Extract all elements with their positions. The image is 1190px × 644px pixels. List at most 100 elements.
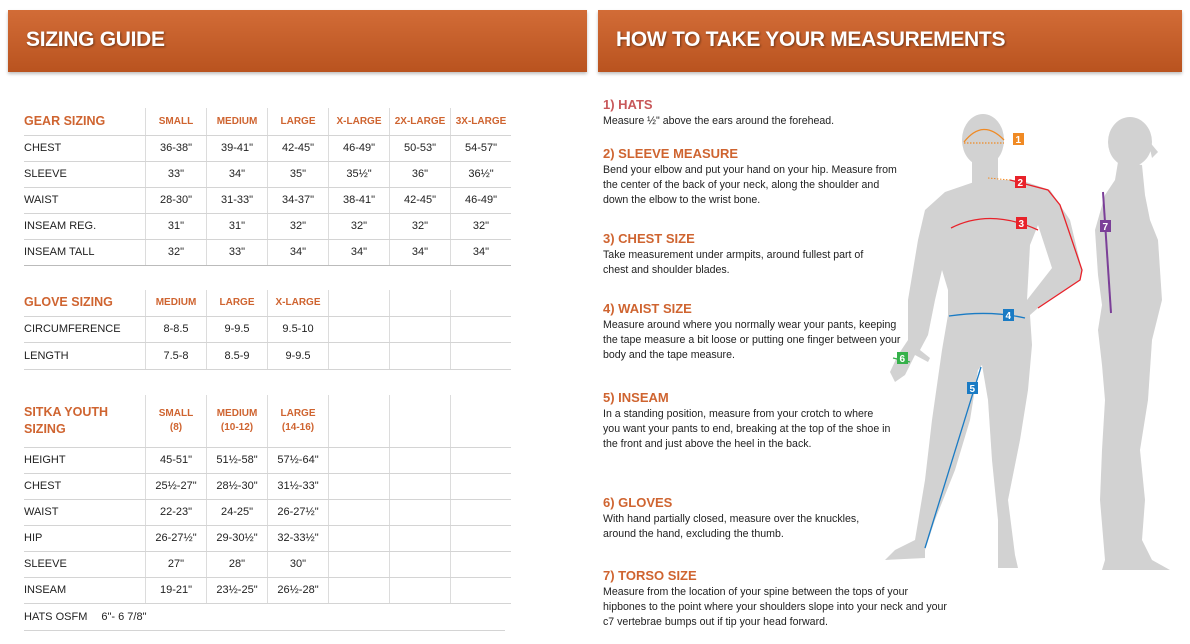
size-header	[328, 395, 390, 448]
svg-text:1: 1	[1016, 135, 1022, 146]
table-cell: 34"	[450, 239, 511, 266]
size-header: MEDIUM (10-12)	[206, 395, 268, 448]
torso-measure-line	[1102, 191, 1112, 314]
measurements-banner: HOW TO TAKE YOUR MEASUREMENTS	[598, 10, 1182, 72]
table-cell: 46-49"	[328, 135, 390, 162]
step-text: Take measurement under armpits, around f…	[603, 249, 864, 276]
size-header: SMALL	[145, 108, 207, 136]
step-title: 5) INSEAM	[603, 390, 669, 405]
size-header: X-LARGE	[267, 290, 329, 317]
gear-sizing-table: GEAR SIZING SMALL MEDIUM LARGE X-LARGE 2X-LAR…	[24, 108, 511, 266]
table-cell: 27"	[145, 551, 207, 578]
row-label: SLEEVE	[24, 161, 146, 188]
marker-4: 4	[1003, 309, 1014, 322]
svg-text:4: 4	[1006, 311, 1012, 322]
table-cell	[328, 342, 390, 370]
chest-measure-line	[950, 217, 1039, 231]
marker-5: 5	[967, 382, 978, 395]
table-row: WAIST 28-30" 31-33" 34-37" 38-41" 42-45" 46-49…	[24, 187, 511, 214]
table-row: CIRCUMFERENCE 8-8.5 9-9.5 9.5-10	[24, 316, 511, 343]
table-cell: 29-30½"	[206, 525, 268, 552]
step-text: Measure from the location of your spine …	[603, 586, 947, 628]
table-cell	[389, 577, 451, 604]
row-label: INSEAM REG.	[24, 213, 146, 240]
glove-sizing-table: GLOVE SIZING MEDIUM LARGE X-LARGE CIRCUMFERE…	[24, 290, 511, 370]
table-cell: 32"	[450, 213, 511, 240]
table-row: HIP 26-27½" 29-30½" 32-33½"	[24, 525, 511, 552]
table-cell: 23½-25"	[206, 577, 268, 604]
table-row: CHEST 25½-27" 28½-30" 31½-33"	[24, 473, 511, 500]
body-measurement-figures: 1 2 3 4 5 6 7	[885, 114, 1170, 570]
table-cell: 45-51"	[145, 447, 207, 474]
table-cell: 28-30"	[145, 187, 207, 214]
neck-dotted-line	[987, 177, 1011, 181]
table-cell: 33"	[145, 161, 207, 188]
size-header: MEDIUM	[145, 290, 207, 317]
table-cell: 51½-58"	[206, 447, 268, 474]
table-cell: 26-27½"	[145, 525, 207, 552]
step-gloves: 6) GLOVES With hand partially closed, mea…	[603, 495, 903, 542]
marker-6: 6	[897, 352, 908, 365]
table-cell	[389, 551, 451, 578]
table-cell: 31"	[145, 213, 207, 240]
marker-7: 7	[1100, 220, 1111, 233]
table-cell: 32"	[328, 213, 390, 240]
waist-measure-line	[948, 312, 1026, 319]
table-cell	[389, 447, 451, 474]
table-cell: 8-8.5	[145, 316, 207, 343]
row-label: HEIGHT	[24, 447, 146, 474]
size-header	[389, 290, 451, 317]
table-cell: 28"	[206, 551, 268, 578]
marker-3: 3	[1016, 217, 1027, 230]
table-cell	[389, 316, 451, 343]
table-row: WAIST 22-23" 24-25" 26-27½"	[24, 499, 511, 526]
table-cell: 34"	[267, 239, 329, 266]
hat-measure-line	[963, 128, 1005, 144]
table-cell	[328, 316, 390, 343]
size-header: SMALL (8)	[145, 395, 207, 448]
step-chest: 3) CHEST SIZE Take measurement under armp…	[603, 231, 903, 278]
table-cell: 31"	[206, 213, 268, 240]
table-cell: 26½-28"	[267, 577, 329, 604]
table-cell	[328, 473, 390, 500]
step-text: In a standing position, measure from you…	[603, 408, 891, 450]
table-row: INSEAM REG. 31" 31" 32" 32" 32" 32"	[24, 213, 511, 240]
step-torso: 7) TORSO SIZE Measure from the location o…	[603, 568, 953, 630]
table-title: GEAR SIZING	[24, 108, 146, 136]
size-header: LARGE	[267, 108, 329, 136]
table-cell: 34"	[328, 239, 390, 266]
step-text: Measure around where you normally wear y…	[603, 319, 901, 361]
table-cell	[450, 342, 511, 370]
table-cell	[389, 499, 451, 526]
svg-text:7: 7	[1103, 222, 1109, 233]
table-cell	[328, 577, 390, 604]
sizing-guide-title: SIZING GUIDE	[26, 28, 165, 51]
size-header: LARGE	[206, 290, 268, 317]
table-cell: 34"	[206, 161, 268, 188]
step-sleeve: 2) SLEEVE MEASURE Bend your elbow and put…	[603, 146, 903, 208]
table-header-row: SITKA YOUTH SIZING SMALL (8) MEDIUM (10-12…	[24, 395, 511, 448]
step-title: 1) HATS	[603, 97, 653, 112]
table-cell: 36-38"	[145, 135, 207, 162]
table-cell	[450, 525, 511, 552]
table-cell: 34"	[389, 239, 451, 266]
front-figure	[885, 114, 1082, 568]
marker-2: 2	[1015, 176, 1026, 189]
step-title: 4) WAIST SIZE	[603, 301, 692, 316]
table-cell: 42-45"	[389, 187, 451, 214]
hats-value: 6"- 6 7/8"	[101, 611, 147, 623]
table-cell: 39-41"	[206, 135, 268, 162]
svg-text:3: 3	[1019, 219, 1025, 230]
size-header: 3X-LARGE	[450, 108, 511, 136]
svg-text:6: 6	[900, 354, 906, 365]
table-row: INSEAM 19-21" 23½-25" 26½-28"	[24, 577, 511, 604]
table-cell: 30"	[267, 551, 329, 578]
table-cell: 36"	[389, 161, 451, 188]
table-cell: 50-53"	[389, 135, 451, 162]
table-row: LENGTH 7.5-8 8.5-9 9-9.5	[24, 342, 511, 370]
table-cell	[389, 525, 451, 552]
table-cell	[389, 342, 451, 370]
table-cell: 42-45"	[267, 135, 329, 162]
inseam-measure-line	[924, 366, 982, 549]
table-cell: 35"	[267, 161, 329, 188]
